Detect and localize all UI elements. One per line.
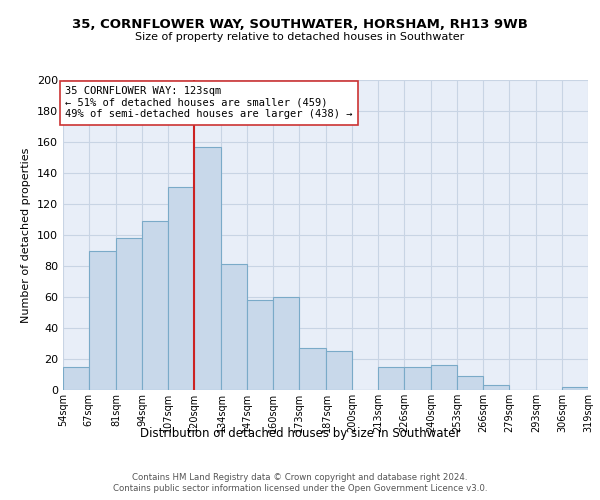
Bar (457, 376, 483, 390)
Bar (562, 387, 588, 390)
Bar (168, 187, 194, 390)
Text: Distribution of detached houses by size in Southwater: Distribution of detached houses by size … (140, 428, 460, 440)
Bar (378, 367, 404, 390)
Bar (404, 367, 431, 390)
Text: Size of property relative to detached houses in Southwater: Size of property relative to detached ho… (136, 32, 464, 42)
Text: 35, CORNFLOWER WAY, SOUTHWATER, HORSHAM, RH13 9WB: 35, CORNFLOWER WAY, SOUTHWATER, HORSHAM,… (72, 18, 528, 30)
Bar (116, 238, 142, 390)
Y-axis label: Number of detached properties: Number of detached properties (22, 148, 31, 322)
Bar (273, 297, 299, 390)
Bar (221, 264, 247, 390)
Bar (63, 367, 89, 390)
Bar (247, 300, 273, 390)
Bar (431, 365, 457, 390)
Bar (194, 146, 221, 390)
Text: Contains HM Land Registry data © Crown copyright and database right 2024.: Contains HM Land Registry data © Crown c… (132, 472, 468, 482)
Bar (142, 221, 168, 390)
Bar (326, 351, 352, 390)
Text: Contains public sector information licensed under the Open Government Licence v3: Contains public sector information licen… (113, 484, 487, 493)
Bar (299, 348, 326, 390)
Bar (483, 386, 509, 390)
Bar (89, 250, 116, 390)
Text: 35 CORNFLOWER WAY: 123sqm
← 51% of detached houses are smaller (459)
49% of semi: 35 CORNFLOWER WAY: 123sqm ← 51% of detac… (65, 86, 352, 120)
